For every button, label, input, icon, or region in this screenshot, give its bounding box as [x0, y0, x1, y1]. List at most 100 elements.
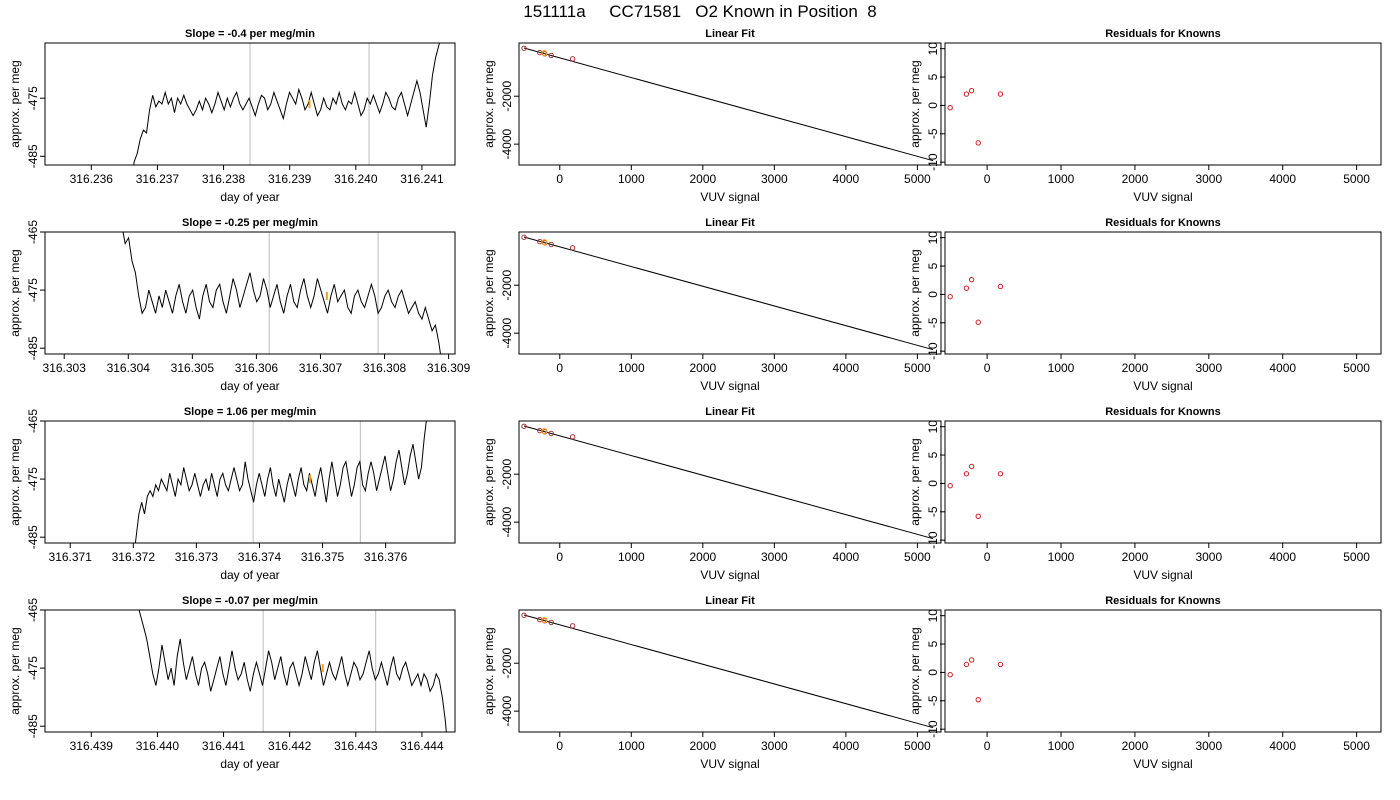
row3-residuals-xtick-label-2: 2000 — [1122, 550, 1149, 564]
row4-fit-point-3 — [548, 619, 554, 626]
row2-fit-ylabel: approx. per meg — [482, 249, 496, 336]
row4-timeseries-ytick-label-0: -485 — [26, 714, 40, 738]
row2-residuals-xtick-label-5: 5000 — [1343, 361, 1370, 375]
row4-residuals-xtick-label-5: 5000 — [1343, 739, 1370, 753]
row4-residuals-ytick-label-2: 0 — [926, 669, 940, 676]
row2-timeseries-ytick-label-2: -465 — [26, 220, 40, 244]
row1-residuals-point-2 — [968, 87, 975, 94]
row2-residuals-title: Residuals for Knowns — [1105, 217, 1221, 229]
row3-residuals-xtick-label-5: 5000 — [1343, 550, 1370, 564]
row1-residuals-xtick-label-5: 5000 — [1343, 172, 1370, 186]
row3-residuals-point-0 — [947, 482, 953, 489]
row3-fit-xtick-label-5: 5000 — [904, 550, 931, 564]
row4-residuals-xtick-label-2: 2000 — [1122, 739, 1149, 753]
row1-fit-fit-line — [523, 47, 934, 162]
row1-fit-ylabel: approx. per meg — [482, 60, 496, 147]
row3-residuals-panel: 0 1000 2000 3000 4000 5000 -10 -5 0 5 10 Residuals … — [908, 406, 1382, 582]
row1-fit-xtick-label-0: 0 — [556, 172, 563, 186]
row2-fit-xtick-label-4: 4000 — [833, 361, 860, 375]
row3-timeseries-ytick-label-0: -485 — [26, 525, 40, 549]
row1-residuals-ytick-label-3: 5 — [926, 73, 940, 80]
row4-fit-xtick-label-0: 0 — [556, 739, 563, 753]
row3-residuals-title: Residuals for Knowns — [1105, 406, 1221, 418]
row2-timeseries-xtick-label-6: 316.309 — [427, 361, 471, 375]
row3-fit-xtick-label-1: 1000 — [618, 550, 645, 564]
row2-residuals-point-0 — [947, 293, 953, 300]
row4-fit-title: Linear Fit — [705, 595, 755, 607]
row2-residuals-point-4 — [997, 283, 1004, 290]
row2-residuals-xtick-label-4: 4000 — [1269, 361, 1296, 375]
row2-timeseries-xtick-label-5: 316.308 — [363, 361, 407, 375]
row2-residuals-ytick-label-2: 0 — [926, 291, 940, 298]
row1-fit-frame — [518, 42, 942, 166]
row1-timeseries-ytick-label-1: -475 — [26, 86, 40, 110]
row1-residuals-ylabel: approx. per meg — [908, 60, 922, 147]
row3-fit-xtick-label-0: 0 — [556, 550, 563, 564]
row4-residuals-xtick-label-0: 0 — [984, 739, 991, 753]
row2-fit-highlight — [541, 239, 548, 246]
row4-fit-point-4 — [569, 623, 576, 629]
row3-residuals-xtick-label-4: 4000 — [1269, 550, 1296, 564]
row3-timeseries-ylabel: approx. per meg — [8, 438, 22, 525]
row4-residuals-point-2 — [968, 657, 975, 663]
row4-fit-point-0 — [521, 612, 527, 618]
row1-timeseries-series-line-0 — [133, 43, 440, 165]
row1-residuals-point-0 — [947, 104, 953, 111]
row1-residuals-ytick-label-2: 0 — [926, 102, 940, 109]
row1-fit-xtick-label-5: 5000 — [904, 172, 931, 186]
row4-residuals-title: Residuals for Knowns — [1105, 595, 1221, 607]
row2-timeseries-ytick-label-0: -485 — [26, 336, 40, 360]
row4-timeseries-xlabel: day of year — [220, 757, 279, 771]
row1-fit-xtick-label-4: 4000 — [833, 172, 860, 186]
row3-fit-fit-line — [523, 425, 934, 540]
figure-title: 151111a CC71581 O2 Known in Position 8 — [523, 2, 877, 21]
row2-timeseries-ytick-label-1: -475 — [26, 278, 40, 302]
row2-residuals-xtick-label-1: 1000 — [1048, 361, 1075, 375]
row3-residuals-point-4 — [997, 471, 1004, 477]
row1-residuals-xtick-label-4: 4000 — [1269, 172, 1296, 186]
row3-fit-point-0 — [521, 423, 527, 429]
row1-timeseries-ytick-label-0: -485 — [26, 144, 40, 168]
row1-timeseries-xlabel: day of year — [220, 190, 279, 204]
row3-fit-point-4 — [569, 434, 576, 440]
row1-fit-title: Linear Fit — [705, 28, 755, 40]
row1-timeseries-frame — [44, 42, 456, 166]
row3-residuals-point-2 — [968, 463, 975, 470]
row4-fit-xtick-label-3: 3000 — [761, 739, 788, 753]
row2-timeseries-xtick-label-4: 316.307 — [299, 361, 343, 375]
row4-residuals-ylabel: approx. per meg — [908, 627, 922, 714]
row4-timeseries-panel: 316.439 316.440 316.441 316.442 316.443 316.4… — [8, 595, 456, 771]
row2-fit-panel: 0 1000 2000 3000 4000 5000 -4000 -2000 Linear Fi… — [482, 217, 942, 393]
row4-residuals-point-1 — [963, 661, 970, 668]
row4-fit-frame — [518, 609, 942, 733]
row1-timeseries-xtick-label-5: 316.241 — [400, 172, 444, 186]
row3-fit-title: Linear Fit — [705, 406, 755, 418]
row1-residuals-point-3 — [975, 140, 981, 146]
row4-fit-xtick-label-4: 4000 — [833, 739, 860, 753]
row3-fit-ytick-label-1: -2000 — [500, 459, 514, 490]
row2-fit-title: Linear Fit — [705, 217, 755, 229]
row3-residuals-xlabel: VUV signal — [1133, 568, 1192, 582]
row1-timeseries-xtick-label-1: 316.237 — [136, 172, 180, 186]
row4-timeseries-xtick-label-2: 316.441 — [202, 739, 246, 753]
row1-fit-ytick-label-0: -4000 — [500, 128, 514, 159]
row3-residuals-xtick-label-3: 3000 — [1195, 550, 1222, 564]
row1-residuals-ytick-label-4: 10 — [926, 42, 940, 56]
row2-residuals-xtick-label-2: 2000 — [1122, 361, 1149, 375]
row3-timeseries-title: Slope = 1.06 per meg/min — [184, 406, 317, 418]
row1-timeseries-title: Slope = -0.4 per meg/min — [185, 28, 315, 40]
row3-timeseries-ytick-label-1: -475 — [26, 467, 40, 491]
row1-timeseries-panel: 316.236 316.237 316.238 316.239 316.240 316.2… — [8, 28, 456, 204]
row4-timeseries-ytick-label-2: -465 — [26, 598, 40, 622]
row1-residuals-xtick-label-3: 3000 — [1195, 172, 1222, 186]
row1-residuals-point-1 — [963, 91, 970, 97]
row3-fit-xlabel: VUV signal — [700, 568, 759, 582]
row3-timeseries-xtick-label-2: 316.373 — [175, 550, 219, 564]
row4-residuals-panel: 0 1000 2000 3000 4000 5000 -10 -5 0 5 10 Residuals … — [908, 595, 1382, 771]
row2-residuals-ytick-label-4: 10 — [926, 231, 940, 245]
row4-residuals-point-0 — [947, 671, 953, 678]
row2-residuals-panel: 0 1000 2000 3000 4000 5000 -10 -5 0 5 10 Residuals … — [908, 217, 1382, 393]
row3-residuals-ytick-label-1: -5 — [926, 506, 940, 517]
